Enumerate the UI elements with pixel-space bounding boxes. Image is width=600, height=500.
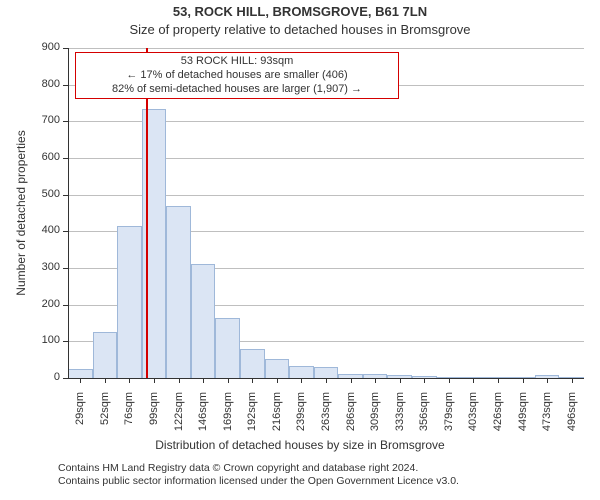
annotation-line: 53 ROCK HILL: 93sqm [82,55,392,69]
x-tick-label: 239sqm [295,392,307,442]
x-tick-label: 192sqm [246,392,258,442]
x-tick-label: 29sqm [74,392,86,442]
histogram-bar [314,367,339,378]
annotation-line: ← 17% of detached houses are smaller (40… [82,69,392,83]
x-tick-label: 333sqm [394,392,406,442]
y-tick-label: 900 [0,41,60,53]
footer-line: Contains public sector information licen… [58,475,600,488]
x-tick-label: 286sqm [345,392,357,442]
x-tick-label: 473sqm [541,392,553,442]
annotation-box: 53 ROCK HILL: 93sqm← 17% of detached hou… [75,52,399,99]
x-tick-label: 449sqm [517,392,529,442]
x-tick-label: 263sqm [320,392,332,442]
y-tick-label: 100 [0,334,60,346]
footer-line: Contains HM Land Registry data © Crown c… [58,462,600,475]
histogram-bar [68,369,93,378]
x-tick-label: 76sqm [123,392,135,442]
histogram-bar [117,226,142,378]
y-axis-label: Number of detached properties [14,48,28,378]
histogram-bar [265,359,290,378]
x-tick-label: 146sqm [197,392,209,442]
y-tick-label: 300 [0,261,60,273]
y-tick-label: 400 [0,224,60,236]
annotation-line: 82% of semi-detached houses are larger (… [82,83,392,97]
y-tick-label: 200 [0,298,60,310]
y-tick-label: 700 [0,114,60,126]
chart-subtitle: Size of property relative to detached ho… [0,22,600,37]
x-tick-label: 379sqm [443,392,455,442]
x-tick-label: 99sqm [148,392,160,442]
x-tick-label: 403sqm [467,392,479,442]
x-tick-label: 496sqm [566,392,578,442]
histogram-bar [93,332,118,378]
x-tick-label: 169sqm [222,392,234,442]
x-tick-label: 309sqm [369,392,381,442]
x-tick-label: 356sqm [418,392,430,442]
x-axis-line [68,378,584,379]
y-tick-label: 600 [0,151,60,163]
x-tick-label: 426sqm [492,392,504,442]
histogram-bar [240,349,265,378]
y-tick-label: 800 [0,78,60,90]
histogram-bar [215,318,240,379]
x-tick-label: 52sqm [99,392,111,442]
y-tick-label: 500 [0,188,60,200]
histogram-bar [289,366,314,378]
footer: Contains HM Land Registry data © Crown c… [58,462,600,488]
x-tick-label: 122sqm [173,392,185,442]
y-axis-line [68,48,69,378]
chart-supertitle: 53, ROCK HILL, BROMSGROVE, B61 7LN [0,4,600,19]
x-tick-label: 216sqm [271,392,283,442]
histogram-bar [166,206,191,378]
y-tick-label: 0 [0,371,60,383]
histogram-bar [191,264,216,378]
